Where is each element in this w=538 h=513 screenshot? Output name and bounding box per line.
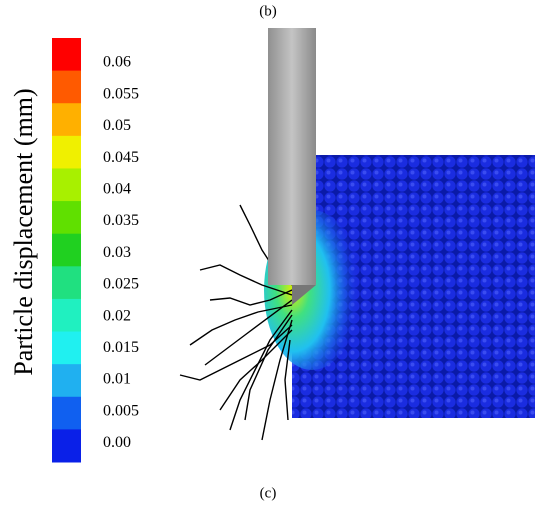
colorbar-label: 0.00 [103, 434, 131, 451]
color-band [52, 266, 81, 300]
colorbar-label: 0.04 [103, 180, 131, 197]
panel-label: (c) [260, 485, 277, 501]
colorbar-label: 0.005 [103, 402, 139, 419]
colorbar-title: Particle displacement (mm) [9, 88, 38, 375]
tool [268, 28, 316, 285]
colorbar-label: 0.05 [103, 117, 131, 134]
colorbar-label: 0.015 [103, 339, 139, 356]
colorbar-label: 0.01 [103, 371, 131, 388]
colorbar-label: 0.025 [103, 276, 139, 293]
color-band [52, 168, 81, 202]
color-band [52, 38, 81, 72]
color-band [52, 233, 81, 267]
color-band [52, 103, 81, 137]
color-band [52, 396, 81, 430]
tool-tip [292, 285, 316, 305]
color-band [52, 201, 81, 235]
colorbar: 0.06 0.055 0.05 0.045 0.04 0.035 0.03 0.025 0.02… [52, 38, 139, 463]
colorbar-label: 0.045 [103, 149, 139, 166]
specimen [179, 28, 535, 441]
colorbar-label: 0.055 [103, 85, 139, 102]
colorbar-label: 0.035 [103, 212, 139, 229]
colorbar-label: 0.02 [103, 307, 131, 324]
color-band [52, 429, 81, 463]
color-band [52, 298, 81, 333]
color-band [52, 331, 81, 365]
colorbar-label: 0.03 [103, 244, 131, 261]
colorbar-label: 0.06 [103, 54, 131, 71]
color-band [52, 70, 81, 104]
panel-label: (b) [259, 3, 277, 19]
color-band [52, 364, 81, 398]
color-band [52, 135, 81, 169]
